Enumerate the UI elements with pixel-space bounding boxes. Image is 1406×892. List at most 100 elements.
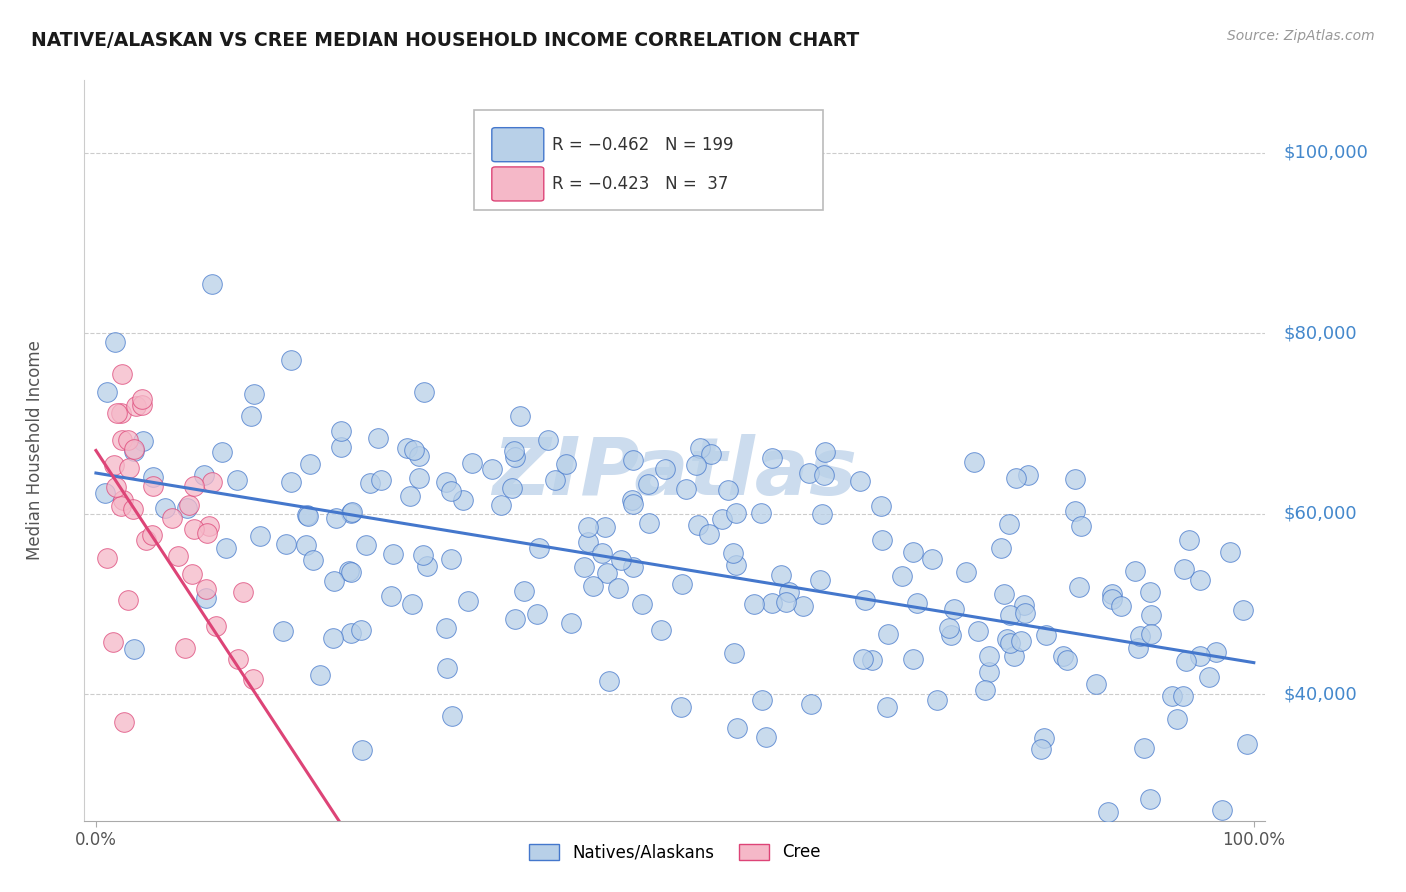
Point — [104, 334, 127, 349]
Point — [122, 443, 145, 458]
Text: R = −0.462   N = 199: R = −0.462 N = 199 — [553, 136, 734, 153]
Point — [457, 594, 479, 608]
Point — [122, 642, 145, 657]
Point — [1205, 645, 1227, 659]
Point — [621, 497, 644, 511]
Point — [1232, 603, 1254, 617]
Point — [1175, 654, 1198, 668]
Point — [761, 596, 783, 610]
Point — [297, 508, 319, 523]
Point — [1198, 670, 1220, 684]
Point — [132, 434, 155, 449]
Point — [325, 511, 347, 525]
Point — [110, 500, 132, 514]
Point — [503, 450, 526, 464]
Point — [380, 589, 402, 603]
Point — [814, 444, 837, 458]
Point — [963, 455, 986, 469]
Point — [1064, 472, 1087, 486]
Point — [408, 471, 430, 485]
Point — [501, 481, 523, 495]
Point — [631, 597, 654, 611]
Point — [340, 506, 363, 520]
Point — [131, 392, 153, 407]
Point — [977, 649, 1000, 664]
Text: R = −0.423   N =  37: R = −0.423 N = 37 — [553, 175, 728, 193]
Point — [1188, 573, 1211, 587]
Point — [891, 569, 914, 583]
FancyBboxPatch shape — [474, 110, 823, 210]
Point — [194, 591, 217, 605]
Point — [441, 709, 464, 723]
Point — [308, 667, 330, 681]
Point — [620, 492, 643, 507]
Point — [1052, 649, 1074, 664]
Point — [808, 574, 831, 588]
Point — [1010, 634, 1032, 648]
Point — [461, 456, 484, 470]
Point — [799, 698, 821, 712]
Point — [1032, 731, 1054, 746]
Point — [135, 533, 157, 548]
Point — [1139, 792, 1161, 806]
Point — [436, 661, 458, 675]
Point — [742, 597, 765, 611]
Point — [872, 533, 894, 548]
Point — [122, 442, 145, 456]
Point — [101, 635, 124, 649]
Point — [593, 520, 616, 534]
Point — [1133, 740, 1156, 755]
Point — [637, 476, 659, 491]
Point — [396, 442, 419, 456]
Point — [1029, 742, 1052, 756]
Point — [225, 473, 247, 487]
Point — [1056, 653, 1078, 667]
FancyBboxPatch shape — [492, 167, 544, 201]
Point — [439, 552, 461, 566]
Point — [280, 475, 302, 489]
Point — [322, 631, 344, 645]
Point — [1178, 533, 1201, 548]
Point — [402, 442, 425, 457]
Text: $40,000: $40,000 — [1284, 685, 1357, 703]
Point — [998, 607, 1021, 622]
Point — [280, 353, 302, 368]
Point — [1173, 689, 1195, 703]
Point — [174, 641, 197, 656]
Point — [205, 618, 228, 632]
Point — [799, 467, 821, 481]
Point — [434, 475, 457, 489]
Point — [903, 545, 925, 559]
Point — [671, 577, 693, 591]
Point — [1189, 648, 1212, 663]
Point — [1097, 805, 1119, 819]
Point — [751, 693, 773, 707]
Point — [329, 440, 352, 454]
Point — [901, 652, 924, 666]
Point — [198, 519, 221, 533]
Text: ZIPatlas: ZIPatlas — [492, 434, 858, 512]
Point — [925, 692, 948, 706]
Point — [111, 367, 134, 381]
Point — [1109, 599, 1132, 614]
Point — [513, 584, 536, 599]
Point — [724, 558, 747, 573]
Point — [610, 552, 633, 566]
Point — [340, 565, 363, 579]
Point — [323, 574, 346, 588]
Point — [1014, 606, 1036, 620]
Point — [295, 538, 318, 552]
Point — [853, 592, 876, 607]
Point — [689, 441, 711, 455]
Text: $80,000: $80,000 — [1284, 324, 1357, 343]
Point — [180, 566, 202, 581]
Point — [141, 528, 163, 542]
Point — [243, 387, 266, 401]
Point — [942, 602, 965, 616]
Point — [160, 511, 183, 525]
Point — [607, 581, 630, 595]
Text: $100,000: $100,000 — [1284, 144, 1368, 161]
Point — [1139, 585, 1161, 599]
Point — [232, 585, 254, 599]
Text: Source: ZipAtlas.com: Source: ZipAtlas.com — [1227, 29, 1375, 43]
